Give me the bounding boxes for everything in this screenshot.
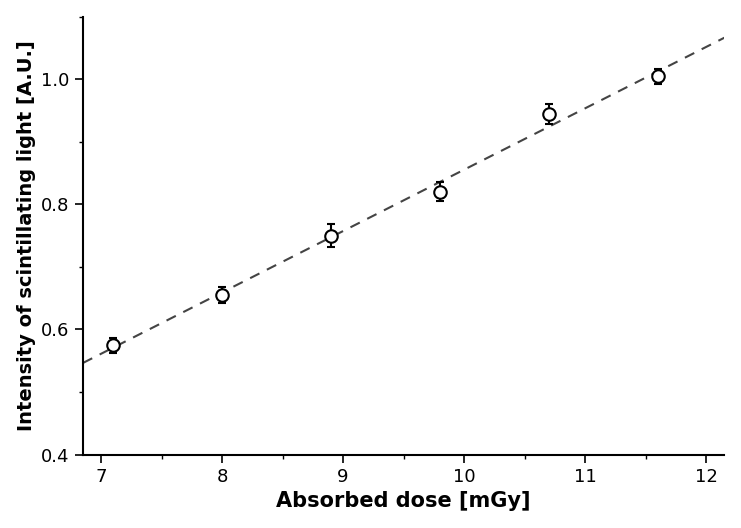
Y-axis label: Intensity of scintillating light [A.U.]: Intensity of scintillating light [A.U.] bbox=[16, 40, 36, 431]
X-axis label: Absorbed dose [mGy]: Absorbed dose [mGy] bbox=[276, 492, 531, 511]
